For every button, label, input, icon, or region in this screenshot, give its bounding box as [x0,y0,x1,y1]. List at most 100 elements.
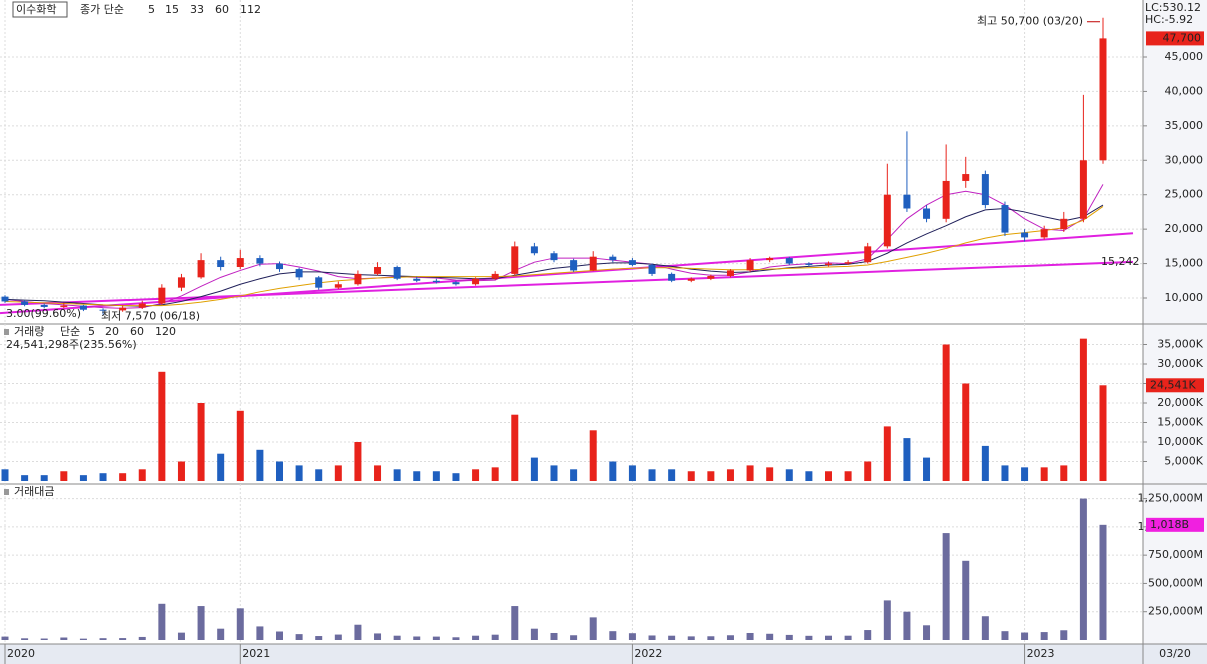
bar [99,473,107,481]
candle-body [648,264,656,274]
candle-body [1,296,9,302]
candle-body [413,278,421,281]
bar [883,600,891,640]
bar [158,371,166,481]
candle-body [1060,218,1068,230]
candle-body [177,277,185,288]
bar [766,467,774,481]
bar [1060,465,1068,481]
bar [589,617,597,640]
bar [99,638,107,640]
bar [570,469,578,481]
panel-title: 거래량 [14,325,44,338]
y-tick-label: 40,000 [1165,84,1204,97]
bar [1001,631,1009,640]
candle-body [726,270,734,276]
x-tick-label: 2020 [7,647,35,660]
candle-body [79,305,87,310]
bar [609,631,617,640]
candle-body [864,246,872,263]
bar [374,633,382,640]
bar [785,634,793,640]
bar [1079,498,1087,640]
bar [923,457,931,481]
y-tick-label: 250,000M [1148,605,1203,618]
candle-body [491,273,499,279]
high-annotation: 최고 50,700 (03/20) [977,15,1083,28]
bar [550,465,558,481]
bar [648,469,656,481]
candle-body [785,258,793,264]
candle-body [550,253,558,261]
bar [197,403,205,481]
candle-body [883,194,891,247]
candle-body [40,304,48,307]
bar [21,475,29,481]
bar [197,606,205,640]
bar [962,383,970,481]
bar [491,634,499,640]
candle-body [236,258,244,268]
bar [805,471,813,481]
x-tick-label: 2023 [1027,647,1055,660]
legend-title-box [12,1,68,18]
candle-body [354,273,362,285]
candle-body [668,273,676,281]
low-annotation: 최저 7,570 (06/18) [101,310,200,323]
candle-body [197,260,205,278]
bar [766,633,774,640]
bar [79,638,87,640]
bar [628,465,636,481]
bar [374,465,382,481]
bar [707,636,715,640]
candle-body [1001,205,1009,233]
legend-entry: 112 [240,3,261,16]
bar [472,469,480,481]
candle-body [962,174,970,181]
candle-body [334,284,342,288]
candle-body [217,260,225,268]
bar [276,631,283,640]
candle-body [903,194,911,209]
bar [432,636,440,640]
bar [138,636,146,640]
legend-entry: 5 [88,325,95,338]
candle-body [1079,160,1087,219]
bar [942,344,950,481]
bar [648,635,656,640]
legend-prefix: 종가 단순 [80,3,124,16]
bar [903,611,911,640]
bar [236,410,244,481]
legend-entry: 60 [130,325,144,338]
bar [452,473,460,481]
lc-label: LC:530.12 [1145,1,1201,14]
bar [119,638,127,640]
bar [354,442,362,481]
bar [923,625,931,640]
bar [805,635,813,640]
bar [687,636,695,640]
y-tick-label: 25,000 [1165,188,1204,201]
bar [177,461,185,481]
legend-title: 이수화학 [16,3,56,16]
current-value-label: 1,018B [1150,518,1189,531]
legend-entry: 15 [165,3,179,16]
candle-body [844,262,852,264]
bar [1,469,9,481]
candle-body [530,246,538,254]
bar [315,636,323,640]
y-tick-label: 20,000 [1165,222,1204,235]
bar [785,469,793,481]
y-tick-label: 15,000K [1157,416,1203,429]
bar [79,475,87,481]
candle-body [1040,229,1048,238]
bar [1079,338,1087,481]
bar [138,469,146,481]
legend-entry: 120 [155,325,176,338]
bar [746,632,754,640]
candle-body [138,303,146,308]
candle-body [60,305,68,307]
candle-body [256,258,264,264]
